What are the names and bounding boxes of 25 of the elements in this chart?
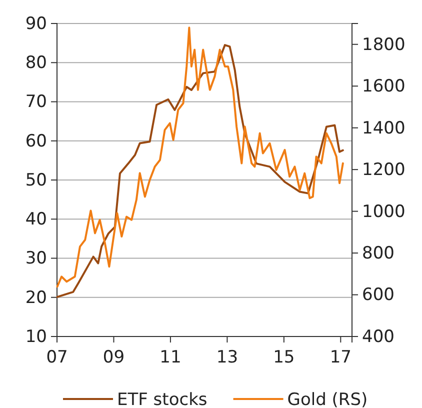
y2-tick-label: 1000 [362,202,406,222]
x-tick-label: 13 [216,348,238,368]
legend-label: ETF stocks [117,390,208,408]
y-tick-label: 20 [25,288,47,308]
x-tick-label: 07 [46,348,68,368]
y2-tick-label: 1600 [362,76,406,97]
x-tick-label: 17 [330,348,352,368]
y-tick-label: 90 [25,14,47,34]
y2-tick-label: 600 [362,285,394,306]
x-tick-label: 09 [102,348,125,368]
y2-tick-label: 1200 [362,160,406,180]
y-tick-label: 60 [25,131,47,152]
x-tick-label: 15 [273,348,295,368]
y-tick-label: 80 [25,53,47,74]
y2-tick-label: 800 [362,243,394,264]
y-tick-label: 50 [25,170,47,190]
y-tick-label: 40 [25,210,47,230]
y2-tick-label: 1800 [362,34,406,55]
x-tick-label: 11 [160,348,182,368]
y-tick-label: 70 [25,92,47,112]
y-tick-label: 30 [25,248,47,269]
y2-tick-label: 1400 [362,118,406,138]
legend-label: Gold (RS) [287,390,368,408]
y-tick-label: 10 [25,326,47,347]
y2-tick-label: 400 [362,326,394,347]
